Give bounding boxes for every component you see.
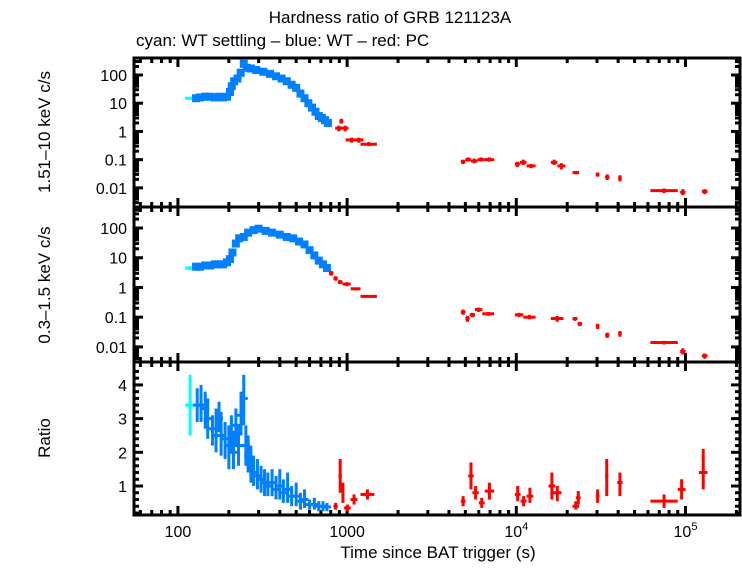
- blue-point: [201, 92, 210, 101]
- x-axis-label: Time since BAT trigger (s): [340, 543, 535, 562]
- blue-point: [307, 103, 316, 112]
- panel-1-y-label: 1.51–10 keV c/s: [35, 71, 54, 193]
- blue-point: [215, 260, 224, 269]
- panel-1-frame: [132, 56, 742, 209]
- panel-3-y-label: Ratio: [35, 418, 54, 458]
- panel-3-y-tick-label: 4: [118, 378, 127, 395]
- panel-1-y-tick-label: 10: [109, 96, 127, 113]
- blue-point: [210, 93, 219, 102]
- panel-2-y-tick-label: 1: [118, 280, 127, 297]
- blue-point: [210, 260, 219, 269]
- blue-point: [296, 89, 305, 98]
- blue-point: [259, 67, 268, 76]
- blue-point: [227, 82, 236, 91]
- blue-point: [304, 99, 313, 108]
- blue-point: [322, 264, 331, 273]
- panel-2-y-tick-label: 0.01: [96, 340, 127, 357]
- panel-1-y-tick-label: 1: [118, 124, 127, 141]
- blue-point: [289, 234, 298, 243]
- blue-point: [225, 87, 234, 96]
- blue-point: [195, 262, 204, 271]
- blue-point: [314, 256, 323, 265]
- panel-3-y-tick-label: 3: [118, 412, 127, 429]
- blue-point: [201, 261, 210, 270]
- blue-point: [244, 228, 253, 237]
- blue-point: [195, 93, 204, 102]
- blue-point: [265, 69, 274, 78]
- panel-1-y-tick-label: 100: [100, 68, 127, 85]
- blue-point: [231, 239, 240, 248]
- blue-point: [323, 118, 332, 127]
- blue-point: [242, 63, 251, 72]
- blue-point: [282, 77, 291, 86]
- blue-point: [272, 72, 281, 81]
- blue-point: [222, 92, 231, 101]
- panel-2-y-tick-label: 10: [109, 251, 127, 268]
- blue-point: [246, 64, 255, 73]
- blue-point: [282, 232, 291, 241]
- blue-point: [254, 224, 263, 233]
- panel-2-y-tick-label: 100: [100, 221, 127, 238]
- chart-title: Hardness ratio of GRB 121123A: [269, 8, 512, 27]
- panel-2-frame: [132, 205, 742, 364]
- x-tick-label: 1000: [329, 524, 365, 541]
- blue-point: [292, 83, 301, 92]
- panel-3-y-tick-label: 1: [118, 479, 127, 496]
- blue-point: [295, 237, 304, 246]
- x-tick-label: 104: [504, 521, 528, 541]
- blue-point: [311, 107, 320, 116]
- x-tick-label: 100: [165, 524, 192, 541]
- blue-point: [233, 74, 242, 83]
- blue-point: [206, 261, 215, 270]
- chart-subtitle: cyan: WT settling – blue: WT – red: PC: [136, 31, 429, 50]
- blue-point: [310, 251, 319, 260]
- blue-point: [239, 232, 248, 241]
- blue-point: [228, 248, 237, 257]
- blue-point: [235, 234, 244, 243]
- panel-3-y-tick-label: 2: [118, 445, 127, 462]
- blue-point: [249, 226, 258, 235]
- blue-point: [206, 92, 215, 101]
- blue-point: [287, 80, 296, 89]
- blue-point: [236, 68, 245, 77]
- blue-point: [277, 74, 286, 83]
- blue-point: [215, 92, 224, 101]
- x-tick-label: 105: [674, 521, 698, 541]
- panel-1-y-tick-label: 0.01: [96, 181, 127, 198]
- blue-point: [300, 94, 309, 103]
- blue-point: [305, 246, 314, 255]
- blue-point: [261, 226, 270, 235]
- blue-point: [252, 66, 261, 75]
- blue-point: [268, 228, 277, 237]
- blue-point: [239, 59, 248, 68]
- panel-2-y-tick-label: 0.1: [105, 310, 127, 327]
- panel-2-y-label: 0.3–1.5 keV c/s: [35, 226, 54, 343]
- blue-point: [275, 230, 284, 239]
- blue-point: [300, 240, 309, 249]
- blue-point: [225, 255, 234, 264]
- panel-1-y-tick-label: 0.1: [105, 153, 127, 170]
